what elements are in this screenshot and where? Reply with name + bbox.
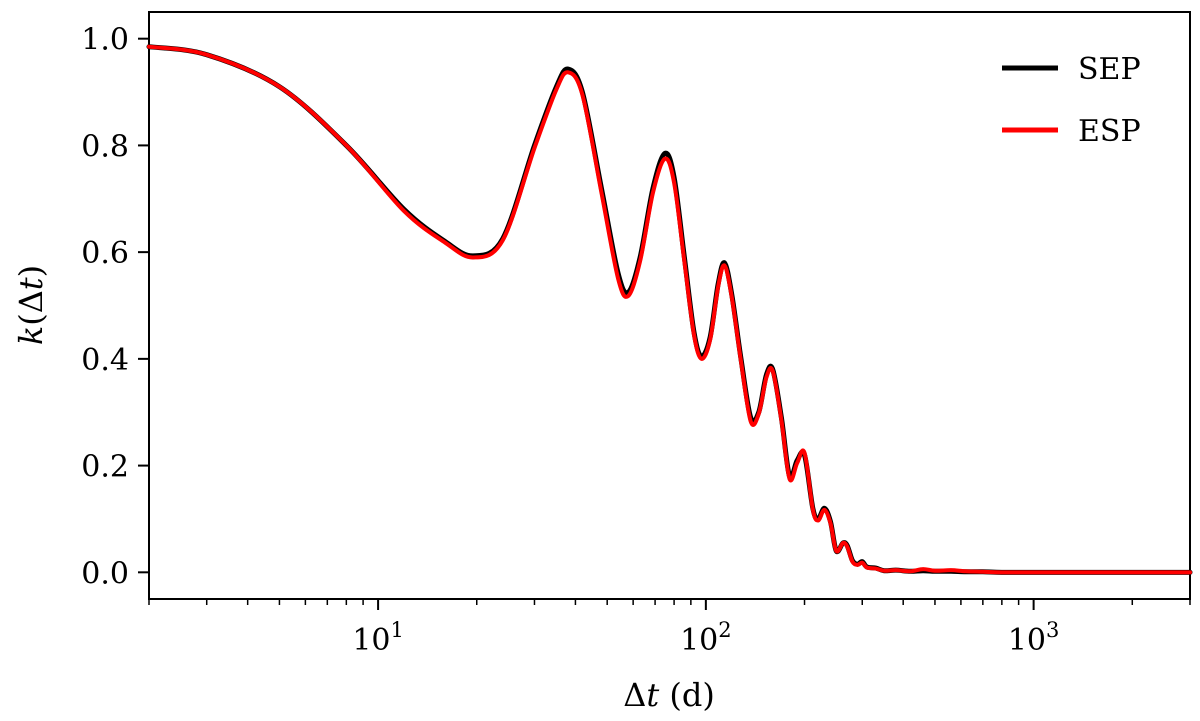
x-axis-title-delta: Δ: [623, 676, 646, 714]
y-axis-title: k(Δt): [12, 265, 50, 345]
legend-label-esp: ESP: [1078, 114, 1141, 149]
x-tick-label-exponent: 3: [1046, 618, 1059, 642]
y-axis-title-paren-close: ): [12, 265, 50, 277]
x-axis-title-t: t: [646, 676, 659, 714]
legend: SEP ESP: [1002, 52, 1141, 149]
y-tick-label: 0.0: [81, 556, 129, 591]
y-ticks: 0.0 0.2 0.4 0.6 0.8 1.0: [81, 23, 149, 591]
y-tick-label: 0.8: [81, 129, 129, 164]
x-tick-label: 103: [1008, 618, 1060, 658]
y-tick-label: 0.2: [81, 450, 129, 485]
x-tick-label-exponent: 1: [391, 618, 404, 642]
y-tick-label: 0.6: [81, 236, 129, 271]
x-tick-label-exponent: 2: [718, 618, 731, 642]
plot-frame: [148, 11, 1191, 600]
x-axis-title: Δt (d): [623, 676, 715, 714]
x-tick-label: 101: [352, 618, 404, 658]
series-layer: [146, 44, 1193, 575]
y-tick-label: 0.4: [81, 343, 129, 378]
series-line-esp: [147, 44, 1192, 575]
x-tick-label: 102: [680, 618, 732, 658]
x-tick-label-base: 10: [352, 623, 390, 658]
x-axis-title-unit: (d): [659, 676, 715, 714]
y-axis-title-k: k: [12, 326, 50, 345]
x-major-ticks: 101 102 103: [352, 599, 1059, 658]
y-axis-title-t: t: [12, 277, 50, 290]
y-tick-label: 1.0: [81, 23, 129, 58]
x-tick-label-base: 10: [680, 623, 718, 658]
x-tick-label-base: 10: [1008, 623, 1046, 658]
x-minor-ticks: [148, 599, 1191, 605]
series-line-sep: [146, 44, 1193, 575]
legend-label-sep: SEP: [1078, 52, 1141, 87]
y-axis-title-paren-open: (Δ: [12, 290, 50, 326]
